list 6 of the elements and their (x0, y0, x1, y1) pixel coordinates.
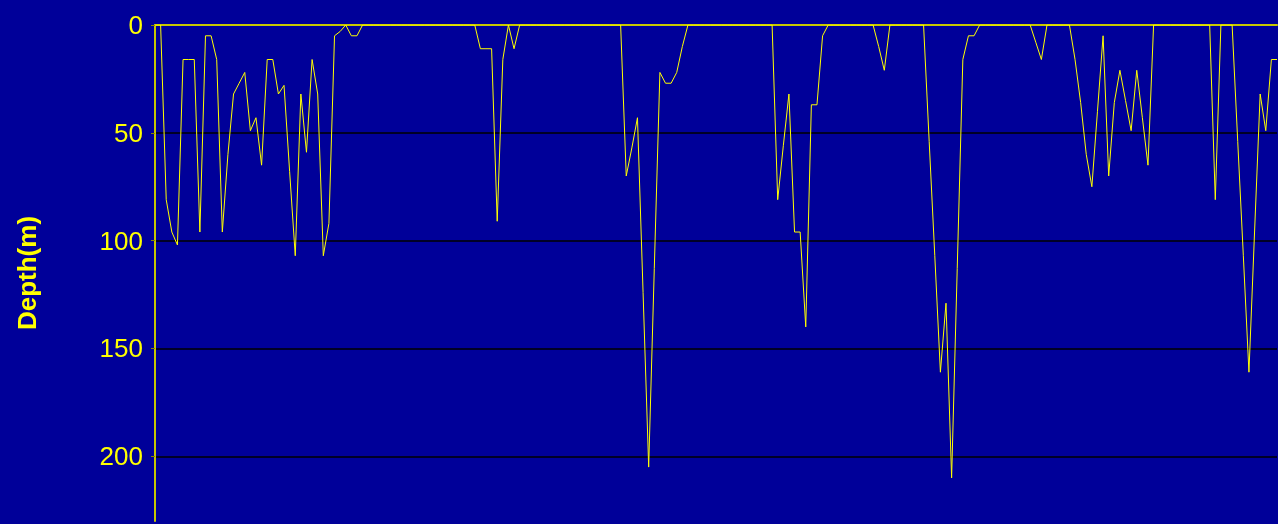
y-tick-label: 200 (99, 441, 143, 472)
y-tick-label: 100 (99, 225, 143, 256)
y-tick-label: 0 (128, 10, 143, 40)
y-axis-title: Depth(m) (12, 215, 42, 331)
y-tick-label: 50 (114, 117, 143, 148)
y-tick-label: 150 (99, 333, 143, 364)
